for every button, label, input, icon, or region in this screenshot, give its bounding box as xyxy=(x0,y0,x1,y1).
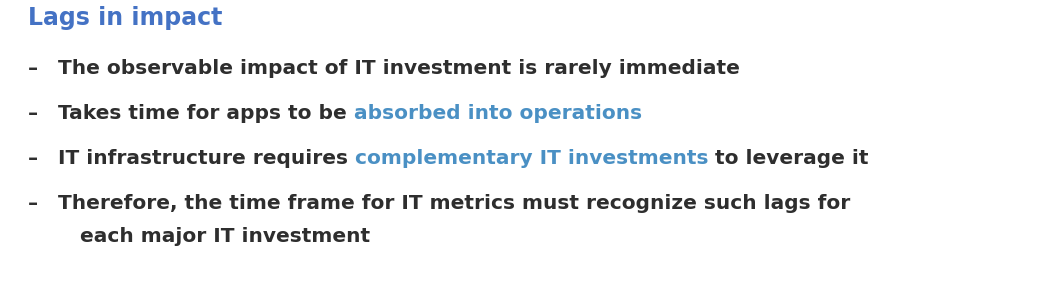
Text: IT infrastructure requires: IT infrastructure requires xyxy=(58,149,355,168)
Text: each major IT investment: each major IT investment xyxy=(80,227,370,246)
Text: –: – xyxy=(28,149,38,168)
Text: to leverage it: to leverage it xyxy=(709,149,869,168)
Text: absorbed into operations: absorbed into operations xyxy=(354,104,642,123)
Text: –: – xyxy=(28,194,38,213)
Text: complementary IT investments: complementary IT investments xyxy=(355,149,709,168)
Text: –: – xyxy=(28,59,38,78)
Text: Lags in impact: Lags in impact xyxy=(28,6,223,30)
Text: The observable impact of IT investment is rarely immediate: The observable impact of IT investment i… xyxy=(58,59,740,78)
Text: Takes time for apps to be: Takes time for apps to be xyxy=(58,104,354,123)
Text: Therefore, the time frame for IT metrics must recognize such lags for: Therefore, the time frame for IT metrics… xyxy=(58,194,850,213)
Text: –: – xyxy=(28,104,38,123)
